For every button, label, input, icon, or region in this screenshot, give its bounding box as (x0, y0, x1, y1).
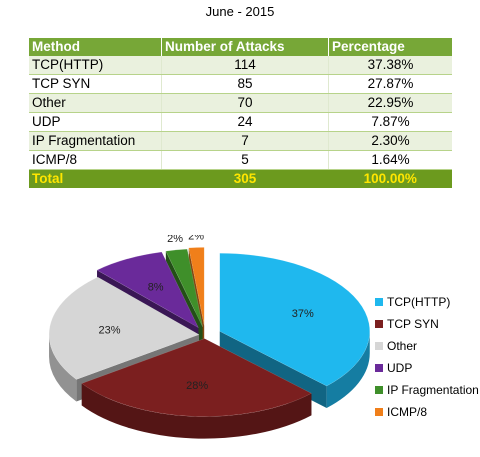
table-row: Other 70 22.95% (29, 93, 452, 113)
pie-slice-top (188, 247, 205, 326)
cell-attacks: 7 (161, 131, 329, 151)
header-percentage: Percentage (328, 38, 452, 56)
legend-item: TCP SYN (375, 318, 479, 340)
pie-slice-top (81, 338, 312, 417)
table-row: IP Fragmentation 7 2.30% (29, 131, 452, 151)
header-attacks: Number of Attacks (161, 38, 329, 56)
legend-label: ICMP/8 (387, 405, 428, 419)
pie-data-label: 23% (99, 325, 121, 337)
total-label: Total (29, 169, 162, 188)
pie-slice-top (96, 251, 199, 329)
cell-percentage: 2.30% (328, 131, 452, 151)
header-method: Method (29, 38, 162, 56)
pie-slice-top (219, 253, 370, 387)
table-header-row: Method Number of Attacks Percentage (29, 38, 452, 56)
cell-percentage: 37.38% (328, 56, 452, 75)
cell-method: TCP SYN (29, 74, 162, 94)
cell-attacks: 85 (161, 74, 329, 94)
legend-swatch (375, 298, 383, 306)
pie-slice-side (81, 383, 312, 439)
pie-data-label: 2% (188, 235, 204, 243)
pie-data-label: 2% (167, 235, 183, 245)
pie-slice-top (48, 276, 200, 380)
legend-swatch (375, 408, 383, 416)
legend-label: Other (387, 339, 418, 353)
total-attacks: 305 (161, 169, 329, 188)
legend-label: TCP SYN (387, 317, 439, 331)
legend-swatch (375, 386, 383, 394)
cell-attacks: 114 (161, 56, 329, 75)
cell-method: UDP (29, 112, 162, 132)
attack-pie-chart: 37% 28% 23% 8% 2% 2% (48, 235, 370, 439)
table-row: ICMP/8 5 1.64% (29, 150, 452, 170)
chart-legend: TCP(HTTP) TCP SYN Other UDP IP Fragmentation… (375, 296, 479, 428)
legend-item: Other (375, 340, 479, 362)
table-total-row: Total 305 100.00% (29, 169, 452, 188)
cell-attacks: 24 (161, 112, 329, 132)
legend-label: TCP(HTTP) (387, 295, 451, 309)
cell-method: ICMP/8 (29, 150, 162, 170)
pie-slice-side (326, 331, 370, 409)
table-row: UDP 24 7.87% (29, 112, 452, 132)
cell-method: IP Fragmentation (29, 131, 162, 151)
legend-item: TCP(HTTP) (375, 296, 479, 318)
table-row: TCP(HTTP) 114 37.38% (29, 56, 452, 75)
legend-swatch (375, 364, 383, 372)
table-row: TCP SYN 85 27.87% (29, 74, 452, 94)
total-percentage: 100.00% (328, 169, 452, 188)
attacks-table: Method Number of Attacks Percentage TCP(… (29, 38, 452, 188)
cell-percentage: 7.87% (328, 112, 452, 132)
legend-swatch (375, 320, 383, 328)
cell-attacks: 70 (161, 93, 329, 113)
legend-swatch (375, 342, 383, 350)
legend-label: UDP (387, 361, 413, 375)
cell-attacks: 5 (161, 150, 329, 170)
chart-title: June - 2015 (205, 4, 275, 19)
cell-percentage: 27.87% (328, 74, 452, 94)
cell-percentage: 22.95% (328, 93, 452, 113)
pie-data-label: 37% (292, 308, 314, 320)
pie-slice-side (49, 334, 77, 402)
cell-method: TCP(HTTP) (29, 56, 162, 75)
pie-data-label: 28% (186, 380, 208, 392)
cell-percentage: 1.64% (328, 150, 452, 170)
pie-slice-top (165, 248, 203, 327)
legend-item: ICMP/8 (375, 406, 479, 428)
pie-data-label: 8% (148, 281, 164, 293)
cell-method: Other (29, 93, 162, 113)
legend-item: IP Fragmentation (375, 384, 479, 406)
legend-item: UDP (375, 362, 479, 384)
legend-label: IP Fragmentation (387, 383, 479, 397)
pie-slice (81, 338, 312, 439)
